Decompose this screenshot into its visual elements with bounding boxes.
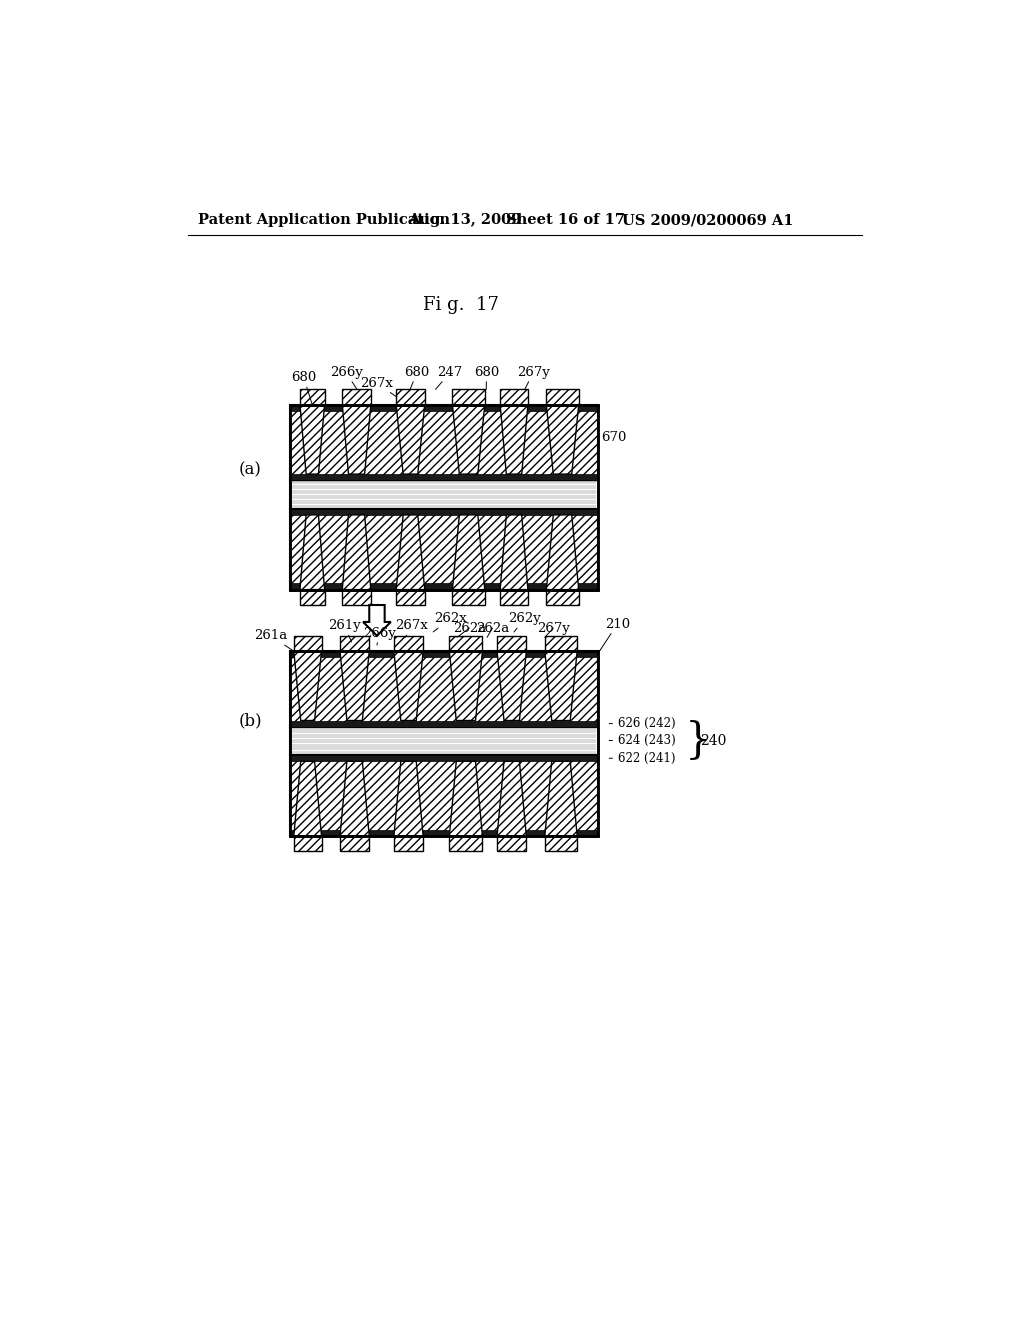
Bar	[290, 405, 598, 411]
Bar	[342, 389, 371, 405]
Bar	[290, 726, 598, 755]
Polygon shape	[300, 515, 325, 590]
Text: 267y: 267y	[517, 366, 550, 389]
Bar	[290, 651, 598, 836]
Bar	[290, 405, 598, 590]
Bar	[290, 405, 598, 590]
Text: 680: 680	[404, 366, 430, 389]
Text: 680: 680	[474, 366, 499, 389]
Text: }: }	[685, 719, 712, 762]
Bar	[545, 636, 578, 651]
Polygon shape	[342, 405, 371, 474]
Polygon shape	[294, 651, 322, 721]
Bar	[497, 636, 526, 651]
Bar	[294, 636, 322, 651]
Polygon shape	[450, 651, 482, 721]
Polygon shape	[497, 651, 526, 721]
Text: 262a: 262a	[453, 622, 486, 638]
Polygon shape	[545, 651, 578, 721]
Polygon shape	[450, 762, 482, 836]
Polygon shape	[342, 515, 371, 590]
Bar	[453, 389, 484, 405]
Text: 626 (242): 626 (242)	[609, 717, 676, 730]
Bar	[500, 389, 528, 405]
Polygon shape	[396, 405, 425, 474]
Bar	[340, 836, 370, 851]
Bar	[290, 651, 598, 657]
Polygon shape	[364, 605, 391, 636]
Bar	[290, 721, 598, 726]
Polygon shape	[500, 405, 528, 474]
Bar	[394, 636, 423, 651]
Bar	[450, 836, 482, 851]
Polygon shape	[497, 762, 526, 836]
Bar	[396, 590, 425, 605]
Bar	[394, 836, 423, 851]
Bar	[547, 389, 579, 405]
Bar	[290, 508, 598, 515]
Text: 262y: 262y	[509, 612, 541, 632]
Polygon shape	[394, 651, 423, 721]
Text: 247: 247	[435, 366, 463, 389]
Text: Patent Application Publication: Patent Application Publication	[198, 213, 450, 227]
Polygon shape	[547, 405, 579, 474]
Bar	[290, 474, 598, 480]
Text: Sheet 16 of 17: Sheet 16 of 17	[506, 213, 626, 227]
Polygon shape	[340, 651, 370, 721]
Text: 261y: 261y	[329, 619, 361, 642]
Polygon shape	[453, 515, 484, 590]
Text: 262x: 262x	[433, 612, 467, 632]
Bar	[290, 755, 598, 762]
Bar	[453, 590, 484, 605]
Text: 261a: 261a	[254, 630, 294, 651]
Text: 240: 240	[700, 734, 727, 747]
Text: US 2009/0200069 A1: US 2009/0200069 A1	[622, 213, 794, 227]
Text: 267x: 267x	[360, 376, 397, 397]
Polygon shape	[396, 515, 425, 590]
Text: 266y: 266y	[330, 366, 362, 389]
Text: Aug. 13, 2009: Aug. 13, 2009	[408, 213, 521, 227]
Polygon shape	[453, 405, 484, 474]
Bar	[290, 480, 598, 508]
Polygon shape	[394, 762, 423, 836]
Bar	[290, 583, 598, 590]
Bar	[294, 836, 322, 851]
Bar	[300, 590, 325, 605]
Bar	[450, 636, 482, 651]
Text: 680: 680	[291, 371, 316, 405]
Bar	[545, 836, 578, 851]
Text: 210: 210	[598, 618, 630, 653]
Polygon shape	[547, 515, 579, 590]
Text: (a): (a)	[239, 462, 261, 479]
Bar	[290, 651, 598, 836]
Polygon shape	[294, 762, 322, 836]
Text: 262a: 262a	[476, 622, 509, 638]
Bar	[290, 651, 598, 836]
Text: (b): (b)	[239, 711, 262, 729]
Polygon shape	[300, 405, 325, 474]
Text: 267y: 267y	[537, 622, 569, 638]
Bar	[300, 389, 325, 405]
Bar	[396, 389, 425, 405]
Text: 267x: 267x	[395, 619, 428, 638]
Text: 624 (243): 624 (243)	[609, 734, 676, 747]
Text: 266y: 266y	[362, 627, 395, 645]
Text: Fi g.  17: Fi g. 17	[423, 296, 499, 314]
Bar	[290, 405, 598, 590]
Polygon shape	[545, 762, 578, 836]
Bar	[342, 590, 371, 605]
Bar	[497, 836, 526, 851]
Bar	[340, 636, 370, 651]
Polygon shape	[500, 515, 528, 590]
Bar	[547, 590, 579, 605]
Bar	[290, 830, 598, 836]
Polygon shape	[340, 762, 370, 836]
Text: 670: 670	[598, 430, 627, 444]
Text: 622 (241): 622 (241)	[609, 751, 676, 764]
Bar	[500, 590, 528, 605]
